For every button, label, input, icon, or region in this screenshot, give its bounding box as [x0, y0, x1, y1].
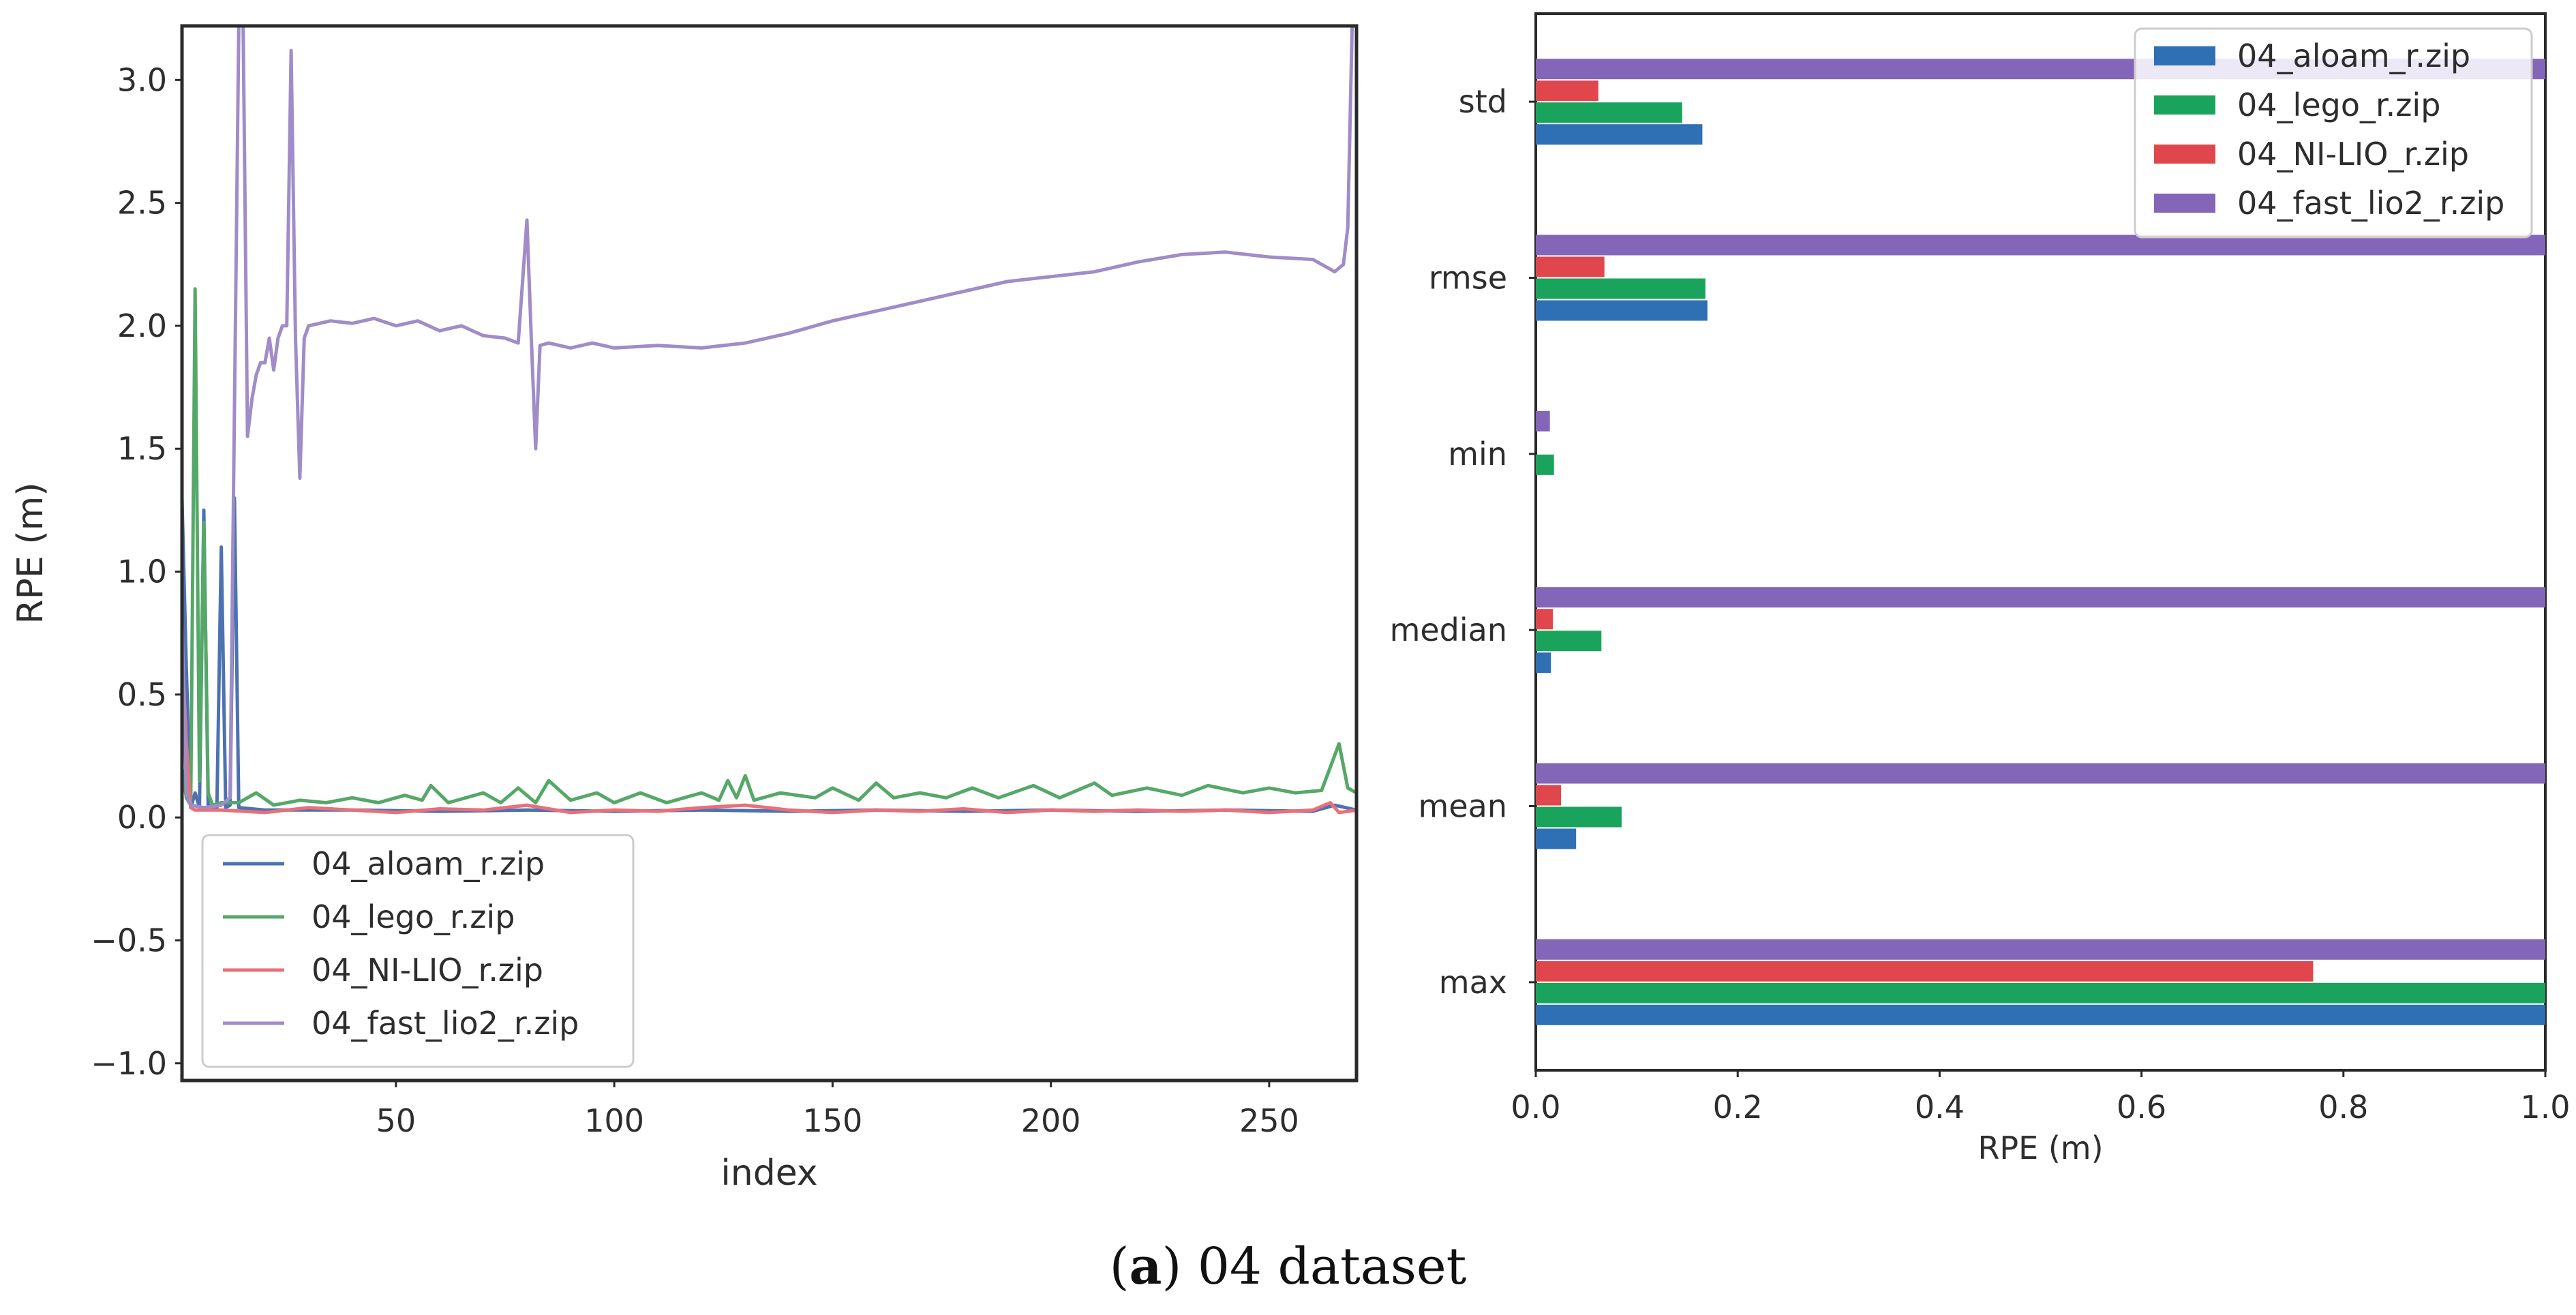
category-label-min: min	[1448, 436, 1507, 472]
bar-04-lego-r-zip-std	[1536, 102, 1682, 123]
bar-04-lego-r-zip-min	[1536, 454, 1554, 475]
bar-04-aloam-r-zip-median	[1536, 652, 1551, 674]
line-series-04-fast-lio2-r-zip	[182, 26, 1357, 810]
bar-x-axis-label: RPE (m)	[1978, 1130, 2103, 1166]
bar-04-aloam-r-zip-max	[1536, 1004, 2545, 1025]
category-label-rmse: rmse	[1429, 260, 1507, 297]
caption-open-paren: (	[1109, 1237, 1130, 1296]
bar-04-aloam-r-zip-rmse	[1536, 300, 1708, 321]
bar-legend-label-04-aloam-r-zip: 04_aloam_r.zip	[2237, 37, 2470, 74]
bar-04-aloam-r-zip-mean	[1536, 828, 1577, 849]
line-series-04-lego-r-zip	[182, 287, 1357, 807]
y-tick-label: 1.5	[117, 430, 167, 467]
bar-04-fast-lio2-r-zip-max	[1536, 939, 2545, 960]
bar-plot-frame	[1534, 12, 2547, 1072]
category-label-median: median	[1390, 611, 1507, 648]
category-label-mean: mean	[1419, 788, 1507, 825]
bar-legend-swatch-04-lego-r-zip	[2154, 95, 2215, 115]
category-label-max: max	[1439, 964, 1507, 1001]
bar-04-lego-r-zip-mean	[1536, 806, 1622, 828]
bar-04-ni-lio-r-zip-median	[1536, 609, 1554, 630]
y-tick-label: 0.5	[117, 676, 167, 713]
y-tick-label: −0.5	[91, 922, 167, 958]
caption-text: 04 dataset	[1181, 1237, 1467, 1296]
x-tick-label: 150	[802, 1102, 862, 1139]
bar-chart: std rmse min median mean max 0.0 0.2 0.4 0.6 0.8 1.…	[1390, 12, 2571, 1166]
line-legend: 04_aloam_r.zip 04_lego_r.zip 04_NI-LIO_r.z…	[201, 834, 635, 1068]
bar-04-ni-lio-r-zip-max	[1536, 961, 2314, 982]
bar-04-lego-r-zip-median	[1536, 631, 1602, 652]
y-tick-label: −1.0	[91, 1045, 167, 1082]
line-series-04-ni-lio-r-zip	[182, 648, 1357, 815]
figure-caption: (a) 04 dataset	[0, 1237, 2576, 1296]
legend-label-04-ni-lio-r-zip: 04_NI-LIO_r.zip	[312, 952, 543, 988]
bar-x-tick-label: 0.4	[1915, 1089, 1965, 1125]
bar-04-ni-lio-r-zip-mean	[1536, 785, 1561, 806]
bar-legend-label-04-fast-lio2-r-zip: 04_fast_lio2_r.zip	[2237, 185, 2504, 222]
y-tick-label: 1.0	[117, 554, 167, 590]
legend-label-04-lego-r-zip: 04_lego_r.zip	[312, 898, 515, 935]
bar-04-fast-lio2-r-zip-min	[1536, 410, 1550, 432]
bar-04-lego-r-zip-max	[1536, 982, 2545, 1003]
line-legend-box	[201, 834, 635, 1068]
bar-x-tick-label: 0.2	[1713, 1089, 1763, 1125]
line-plot-frame	[180, 24, 1359, 1083]
bar-legend-swatch-04-fast-lio2-r-zip	[2154, 194, 2215, 213]
bar-legend-label-04-ni-lio-r-zip: 04_NI-LIO_r.zip	[2237, 136, 2469, 172]
bar-x-tick-label: 0.8	[2318, 1089, 2368, 1125]
y-tick-label: 0.0	[117, 799, 167, 836]
bar-04-fast-lio2-r-zip-mean	[1536, 763, 2545, 784]
bar-04-fast-lio2-r-zip-median	[1536, 587, 2545, 608]
legend-label-04-aloam-r-zip: 04_aloam_r.zip	[312, 845, 545, 882]
x-tick-label: 250	[1239, 1102, 1299, 1139]
bar-x-tick-label: 1.0	[2520, 1089, 2570, 1125]
x-tick-label: 100	[584, 1102, 644, 1139]
bar-legend-swatch-04-aloam-r-zip	[2154, 46, 2215, 65]
bar-04-ni-lio-r-zip-rmse	[1536, 256, 1605, 277]
y-tick-label: 2.0	[117, 307, 167, 344]
bar-legend-swatch-04-ni-lio-r-zip	[2154, 145, 2215, 164]
legend-label-04-fast-lio2-r-zip: 04_fast_lio2_r.zip	[312, 1005, 579, 1042]
category-label-std: std	[1459, 83, 1507, 120]
bar-04-ni-lio-r-zip-std	[1536, 80, 1598, 102]
bar-legend: 04_aloam_r.zip 04_lego_r.zip 04_NI-LIO_r.z…	[2134, 27, 2533, 239]
caption-close-paren: )	[1162, 1237, 1182, 1296]
x-tick-label: 200	[1021, 1102, 1081, 1139]
x-tick-label: 50	[376, 1102, 416, 1139]
bar-legend-box	[2134, 27, 2533, 239]
x-axis-label: index	[721, 1153, 817, 1194]
caption-letter: a	[1129, 1237, 1162, 1296]
bar-x-tick-label: 0.0	[1511, 1089, 1560, 1125]
bar-04-lego-r-zip-rmse	[1536, 278, 1706, 299]
y-axis-label: RPE (m)	[10, 482, 51, 624]
y-tick-label: 3.0	[117, 61, 167, 98]
line-chart: 50 100 150 200 250 −1.0 −0.5 0.0 0.5 1.0 1.5 2.0 2.5…	[10, 24, 1359, 1194]
bar-legend-label-04-lego-r-zip: 04_lego_r.zip	[2237, 87, 2440, 123]
y-tick-label: 2.5	[117, 185, 167, 222]
bar-04-aloam-r-zip-std	[1536, 124, 1703, 145]
bar-x-tick-label: 0.6	[2117, 1089, 2166, 1125]
line-series-04-aloam-r-zip	[182, 496, 1357, 813]
